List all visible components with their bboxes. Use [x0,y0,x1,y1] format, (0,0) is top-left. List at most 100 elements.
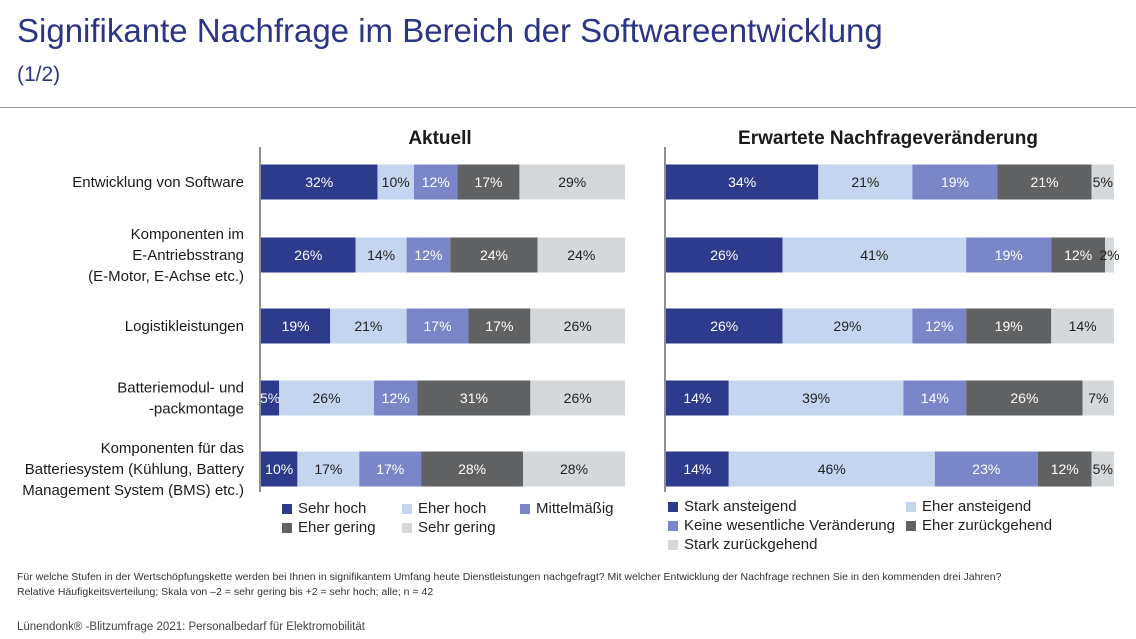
bar-segment [1091,451,1114,487]
bar-segment [530,380,625,416]
data-label: 34% [728,174,756,190]
bar-segment [818,164,913,200]
bar-segment [413,164,458,200]
legend-swatch [906,501,916,512]
legend-label: Eher gering [298,519,376,536]
data-label: 21% [354,318,382,334]
data-label: 26% [313,390,341,406]
data-label: 26% [1010,390,1038,406]
data-label: 12% [382,390,410,406]
data-label: 29% [558,174,586,190]
bar-segment [666,451,729,487]
bar-segment [1051,237,1106,273]
legend-swatch [402,503,412,514]
bar-segment [417,380,531,416]
bar-segment [782,308,913,344]
data-label: 24% [480,247,508,263]
page-subtitle: (1/2) [17,63,61,86]
data-label: 7% [1088,390,1108,406]
bar-segment [261,451,298,487]
legend-swatch [668,501,678,512]
data-label: 14% [683,461,711,477]
data-label: 19% [941,174,969,190]
legend-item: Eher ansteigend [906,498,1031,515]
bar-segment [519,164,625,200]
legend-label: Eher ansteigend [922,498,1032,515]
data-label: 31% [460,390,488,406]
data-label: 5% [1093,174,1113,190]
bar-segment [728,451,935,487]
legend-item: Stark zurückgehend [668,536,817,553]
bar-segment [1037,451,1092,487]
bar-segment [666,237,783,273]
data-label: 5% [260,390,280,406]
category-label: Entwicklung von Software [72,174,244,191]
category-label: -packmontage [149,401,244,418]
data-label: 12% [1064,247,1092,263]
bar-segment [1082,380,1114,416]
data-label: 17% [424,318,452,334]
bar-segment [355,237,407,273]
legend-label: Sehr hoch [298,500,367,517]
category-label: Batteriesystem (Kühlung, Battery [25,461,245,478]
bar-segment [377,164,414,200]
data-label: 10% [382,174,410,190]
data-label: 26% [710,318,738,334]
data-label: 12% [414,247,442,263]
category-label: Komponenten für das [101,440,244,457]
category-label: Management System (BMS) etc.) [22,482,244,499]
data-label: 39% [802,390,830,406]
bar-segment [966,380,1083,416]
bar-segment [523,451,625,487]
legend-item: Mittelmäßig [520,500,614,517]
bar-segment [330,308,407,344]
category-label: (E-Motor, E-Achse etc.) [88,268,244,285]
bar-segment [279,380,374,416]
legend-label: Eher hoch [418,500,487,517]
bar-segment [903,380,967,416]
legend-item: Sehr hoch [282,500,366,517]
category-label: Komponenten im [131,226,244,243]
data-label: 12% [422,174,450,190]
page-title: Signifikante Nachfrage im Bereich der So… [17,12,883,49]
data-label: 2% [1099,247,1119,263]
legend-item: Eher gering [282,519,376,536]
data-label: 17% [485,318,513,334]
data-label: 21% [1031,174,1059,190]
bar-segment [450,237,538,273]
data-label: 26% [564,318,592,334]
data-label: 10% [265,461,293,477]
data-label: 19% [995,318,1023,334]
data-label: 29% [833,318,861,334]
legend-item: Stark ansteigend [668,498,797,515]
legend-swatch [520,503,530,514]
data-label: 17% [474,174,502,190]
data-label: 19% [282,318,310,334]
data-label: 14% [367,247,395,263]
bar-segment [912,164,998,200]
data-label: 28% [560,461,588,477]
bar-segment [666,380,729,416]
bar-segment [261,380,280,416]
category-label: E-Antriebsstrang [132,247,244,264]
legend-swatch [282,522,292,533]
data-label: 23% [972,461,1000,477]
bar-segment [1051,308,1114,344]
legend-item: Eher hoch [402,500,486,517]
legend-label: Keine wesentliche Veränderung [684,517,895,534]
bar-segment [457,164,520,200]
data-label: 14% [921,390,949,406]
legend-swatch [668,520,678,531]
chart-title: Erwartete Nachfrageveränderung [738,128,1038,149]
footnote-question: Für welche Stufen in der Wertschöpfungsk… [17,571,1002,583]
legend-item: Sehr gering [402,519,496,536]
bar-segment [359,451,422,487]
chart-title: Aktuell [408,128,471,149]
legend-label: Mittelmäßig [536,500,614,517]
data-label: 14% [1069,318,1097,334]
bar-segment [261,308,331,344]
category-label: Logistikleistungen [125,318,244,335]
bar-segment [421,451,524,487]
bar-segment [1091,164,1114,200]
